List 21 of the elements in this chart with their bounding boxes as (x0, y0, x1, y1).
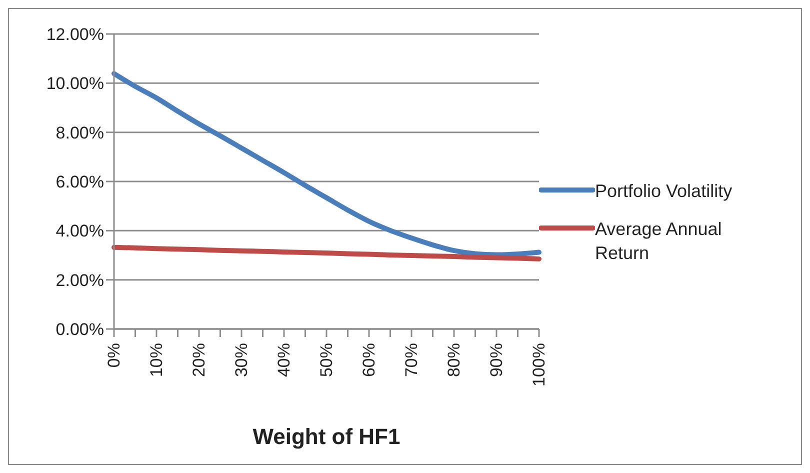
x-tick-label: 10% (147, 343, 166, 378)
legend-label: Portfolio Volatility (595, 180, 734, 203)
x-tick-label: 60% (360, 343, 378, 378)
x-tick-label: 20% (190, 343, 208, 378)
x-tick-label: 80% (444, 343, 464, 378)
x-tick-label: 40% (274, 343, 294, 378)
legend-label: Average Annual Return (595, 218, 723, 265)
y-tick-label: 0.00% (56, 320, 104, 340)
x-axis-title: Weight of HF1 (252, 424, 400, 449)
x-tick-label: 70% (402, 343, 421, 378)
y-tick-label: 12.00% (46, 25, 104, 44)
y-tick-label: 6.00% (56, 172, 104, 192)
y-tick-label: 8.00% (56, 123, 104, 142)
x-tick-label: 100% (530, 343, 548, 386)
x-tick-label: 90% (487, 343, 506, 378)
y-tick-label: 4.00% (56, 222, 104, 241)
x-tick-label: 30% (232, 343, 251, 378)
x-tick-label: 0% (104, 343, 124, 368)
x-tick-label: 50% (317, 343, 336, 378)
y-tick-label: 10.00% (46, 74, 104, 94)
y-tick-label: 2.00% (56, 270, 104, 290)
